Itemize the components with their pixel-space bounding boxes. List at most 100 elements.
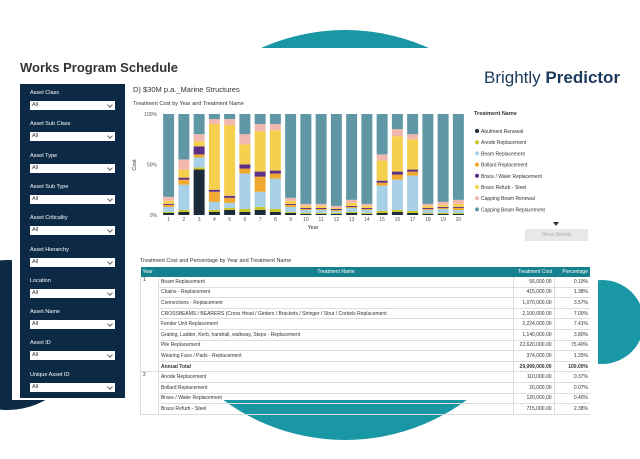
bar-segment [300,212,312,214]
bar-segment [376,185,388,211]
bar-segment [254,171,266,177]
legend-label: Beam Replacement [481,151,526,157]
treatment-name: Connections - Replacement [157,297,514,309]
expand-arrow[interactable] [553,222,559,226]
filter-dropdown[interactable]: All [30,382,115,392]
bar-segment [163,211,175,213]
percentage: 7.00% [553,308,590,320]
bar-segment [269,211,281,215]
bar-segment [254,114,266,125]
x-axis-label: Year [307,225,318,231]
bar-segment [193,146,205,155]
bar-segment [330,210,342,213]
x-tick-label: 13 [349,217,355,223]
page-title: Works Program Schedule [20,60,178,75]
table-row: Wearing Face / Pads - Replacement 374,000… [141,350,590,362]
bar-segment [269,208,281,212]
bar-segment [361,209,373,213]
bar-segment [407,212,419,215]
column-header: Year [140,267,159,277]
filter-dropdown[interactable]: All [30,257,115,267]
bar-segment [193,134,205,142]
filter-dropdown[interactable]: All [30,163,115,173]
bar-segment [330,212,342,214]
bar-segment [224,209,236,215]
bar-segment [361,208,373,210]
table-row: Grating, Ladder, Kerb, handrail, walkway… [141,329,590,341]
table-row: 1 Beam Replacement 56,000.00 0.19% [140,277,590,373]
bar-segment [224,114,236,120]
filter-dropdown[interactable]: All [30,351,115,361]
bar-segment [346,114,358,200]
bar-segment [208,191,220,202]
column-header: Percentage [554,267,590,277]
table-row: CROSSBEAMS / BEARERS (Cross Head / Girde… [141,308,590,320]
legend-title: Treatment Name [474,111,517,117]
x-tick-label: 7 [259,217,262,223]
x-tick-label: 17 [410,217,416,223]
bar-segment [437,212,449,214]
filter-dropdown[interactable]: All [30,288,115,298]
bar-segment [330,205,342,208]
bar-segment [193,114,205,135]
treatment-name: Pile Replacement [157,340,514,352]
year-cell: 2 [140,371,159,415]
legend-marker [475,196,479,201]
bar-segment [422,212,434,214]
treatment-cost: 20,000.00 [513,382,555,394]
data-table: Year Treatment Name Treatment Cost Percenta… [140,267,590,415]
bar-segment [407,114,419,135]
x-tick-label: 12 [334,217,340,223]
bar-segment [239,134,251,145]
bar-segment [422,208,434,210]
filter-label: Asset ID [30,340,51,347]
bar-segment [391,129,403,137]
bar-segment [239,173,251,209]
bar-segment [407,134,419,140]
percentage: 0.19% [553,277,590,288]
treatment-cost: 110,000.00 [513,371,555,383]
bar-segment [361,213,373,215]
bar-segment [224,202,236,208]
x-tick-label: 14 [364,217,370,223]
filter-dropdown[interactable]: All [30,101,115,110]
bar-segment [208,124,220,190]
bar-segment [376,160,388,181]
x-tick-label: 16 [395,217,401,223]
x-tick-label: 19 [440,217,446,223]
filter-dropdown[interactable]: All [30,320,115,330]
bar-segment [407,171,419,176]
bar-segment [224,197,236,203]
filter-dropdown[interactable]: All [30,226,115,236]
y-axis-label: Cost [132,159,138,171]
logo-brand: Brightly [484,68,541,87]
filter-dropdown[interactable]: All [30,132,115,142]
table-row: 2 Anode Replacement 110,000.00 0.37% [140,371,590,415]
bar-segment [300,208,312,210]
bar-segment [376,154,388,161]
bar-segment [452,206,464,208]
treatment-cost: 2,224,000.00 [513,318,555,330]
bar-segment [391,171,403,175]
table-row: Pile Replacement 22,620,000.00 75.40% [141,340,590,352]
bar-segment [224,119,236,126]
percentage: 1.25% [553,350,590,362]
x-tick-label: 11 [319,217,324,223]
percentage: 1.38% [553,287,590,299]
legend-marker [475,129,479,133]
bar-segment [376,210,388,213]
show-details-button[interactable]: Show Details [525,229,588,241]
treatment-name: Beam Replacement [157,277,514,288]
x-tick-label: 6 [243,217,246,223]
table-title: Treatment Cost and Percentage by Year an… [140,258,292,264]
bar-segment [163,206,175,212]
filter-dropdown[interactable]: All [30,194,115,204]
logo-product: Predictor [545,68,621,87]
bar-segment [422,114,434,204]
legend-label: Abutment Renewal [481,129,523,135]
legend-label: Anode Replacement [481,140,527,146]
table-row: Fender Unit Replacement 2,224,000.00 7.41% [141,318,590,330]
bar-segment [224,207,236,210]
bar-segment [407,139,419,170]
percentage: 0.37% [553,371,590,383]
